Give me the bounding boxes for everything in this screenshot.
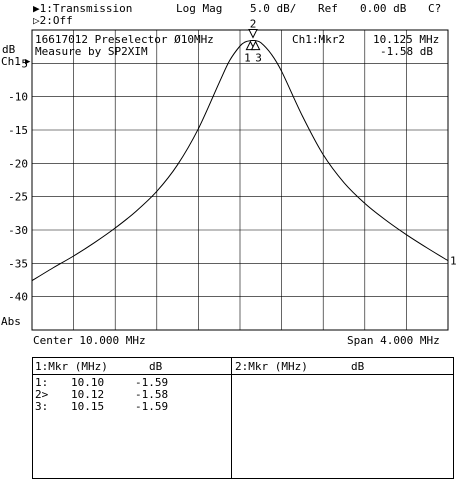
y-unit-label: dB (2, 43, 16, 56)
table-row-value: -1.59 (135, 400, 169, 413)
ch1-mode: ▶1:Transmission (33, 2, 133, 15)
table-row-id: 1: (35, 376, 49, 389)
ref-arrow-icon: ▶ (25, 57, 31, 67)
y-tick-label: -30 (8, 224, 28, 237)
y-tick-labels: -5 -10 -15 -20 -25 -30 -35 -40 (8, 57, 28, 303)
y-tick-label: -20 (8, 157, 28, 170)
ch1-table-unit: dB (149, 360, 163, 373)
table-row-id: 2> (35, 388, 49, 401)
table-header-rule (33, 374, 453, 375)
marker-label: 3 (255, 52, 262, 65)
title-line2: Measure by SP2XIM (35, 45, 148, 58)
right-edge-label: 1 (450, 255, 457, 268)
marker-value: -1.58 dB (380, 45, 433, 58)
span-label: Span 4.000 MHz (347, 334, 440, 347)
ref-value: 0.00 dB (360, 2, 407, 15)
table-divider (231, 358, 232, 478)
marker-channel: Ch1:Mkr2 (292, 33, 345, 46)
title-line1: 16617012 Preselector Ø10MHz (35, 33, 214, 46)
ch1-table-header: 1:Mkr (MHz) (35, 360, 108, 373)
ch2-mode: ▷2:Off (33, 14, 73, 27)
y-tick-label: -40 (8, 291, 28, 304)
center-label: Center 10.000 MHz (33, 334, 146, 347)
marker-triangle (250, 40, 261, 51)
markers: 21 31 (244, 18, 457, 268)
y-tick-label: -15 (8, 124, 28, 137)
table-row-freq: 10.15 (71, 400, 105, 413)
table-row-id: 3: (35, 400, 49, 413)
marker-triangle (248, 29, 258, 39)
marker-freq: 10.125 MHz (373, 33, 440, 46)
table-row-freq: 10.10 (71, 376, 105, 389)
ref-label: Ref (318, 2, 338, 15)
ch2-table-header: 2:Mkr (MHz) (235, 360, 308, 373)
scale-label: 5.0 dB/ (250, 2, 297, 15)
format-label: Log Mag (176, 2, 223, 15)
marker-label: 2 (250, 18, 257, 31)
table-row-value: -1.59 (135, 376, 169, 389)
channel-label: Ch1 (1, 55, 21, 68)
table-row-freq: 10.12 (71, 388, 105, 401)
marker-label: 1 (244, 52, 251, 65)
y-tick-label: -5 (15, 57, 28, 70)
grid (31, 29, 449, 331)
cal-status: C? (428, 2, 442, 15)
y-tick-label: -35 (8, 257, 28, 270)
ch2-table-unit: dB (351, 360, 365, 373)
table-row-value: -1.58 (135, 388, 169, 401)
abs-label: Abs (1, 315, 21, 328)
marker-table: 1:Mkr (MHz) dB 2:Mkr (MHz) dB 1: 10.10 -… (32, 357, 454, 479)
y-tick-label: -10 (8, 91, 28, 104)
y-tick-label: -25 (8, 191, 28, 204)
